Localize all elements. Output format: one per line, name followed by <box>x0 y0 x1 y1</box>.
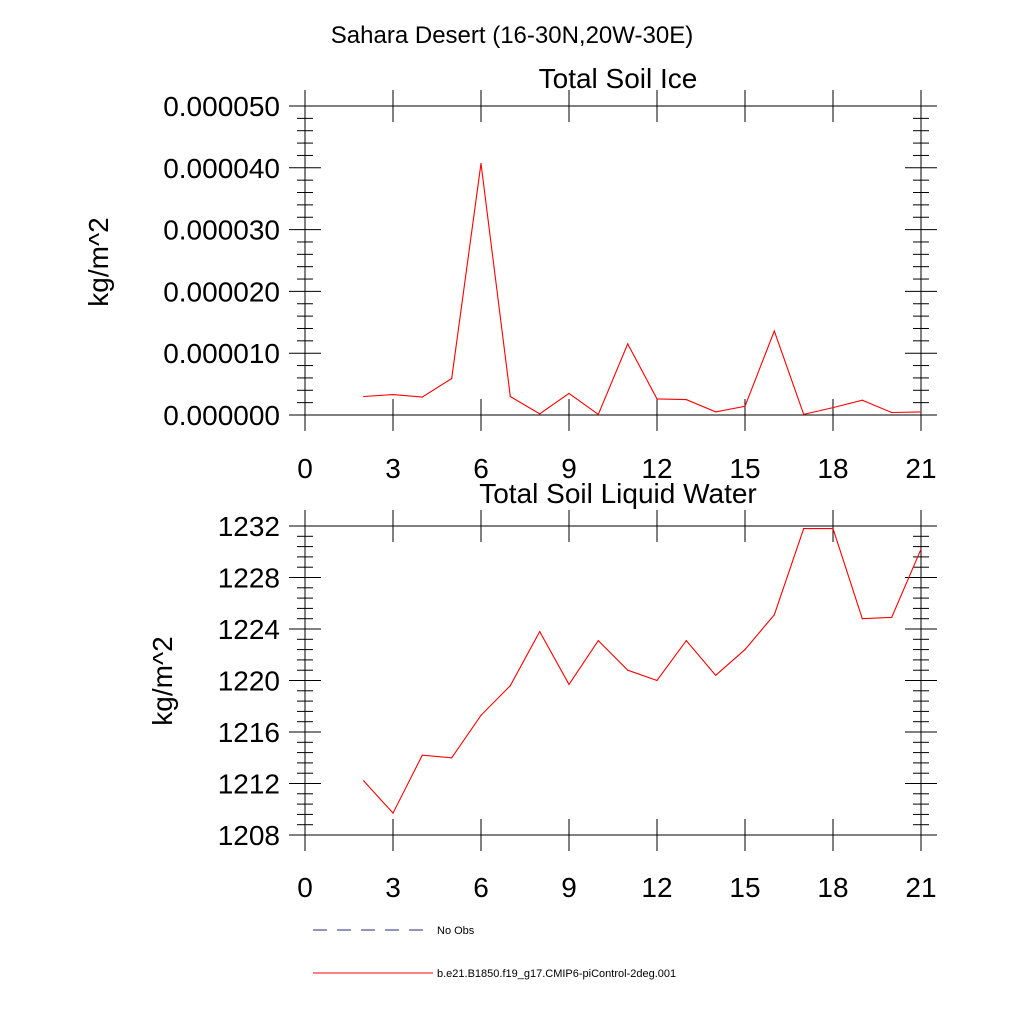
y-tick-label: 1220 <box>218 666 280 697</box>
legend-label-model: b.e21.B1850.f19_g17.CMIP6-piControl-2deg… <box>437 968 676 980</box>
data-point <box>773 614 775 616</box>
panel-soil-ice: Total Soil Ice kg/m^2 0.000000 0.000010 0.00… <box>83 63 937 484</box>
y-tick-label: 1212 <box>218 769 280 800</box>
data-point <box>568 392 570 394</box>
x-tick-label: 21 <box>905 872 936 903</box>
data-point <box>539 413 541 415</box>
y-axis-label: kg/m^2 <box>83 217 114 306</box>
x-tick-label: 18 <box>817 453 848 484</box>
data-point <box>832 528 834 530</box>
data-point <box>451 377 453 380</box>
data-point <box>392 394 394 396</box>
data-point <box>685 399 687 401</box>
y-tick-label: 0.000010 <box>163 338 280 369</box>
data-point <box>509 395 511 398</box>
data-point <box>832 407 834 409</box>
data-point <box>363 780 365 782</box>
y-tick-label: 1232 <box>218 511 280 542</box>
panel-soil-liquid-water: Total Soil Liquid Waterkg/m^212081212121… <box>147 478 937 903</box>
data-point <box>744 649 746 651</box>
y-tick-label: 0.000030 <box>163 215 280 246</box>
data-point <box>539 631 541 633</box>
data-point <box>421 396 423 398</box>
plot-frame <box>304 105 922 416</box>
data-point <box>392 812 394 814</box>
data-point <box>803 528 805 530</box>
data-point <box>480 162 482 165</box>
x-tick-label: 9 <box>561 453 577 484</box>
y-tick-label: 0.000020 <box>163 276 280 307</box>
series-line <box>363 163 922 416</box>
y-tick-label: 1224 <box>218 614 280 645</box>
y-tick-label: 1208 <box>218 820 280 851</box>
data-point <box>627 343 629 345</box>
x-tick-label: 15 <box>729 872 760 903</box>
data-point <box>480 714 482 716</box>
x-tick-label: 21 <box>905 453 936 484</box>
y-tick-label: 0.000050 <box>163 91 280 122</box>
y-tick-label: 0.000000 <box>163 400 280 431</box>
legend-label-no-obs: No Obs <box>437 925 475 937</box>
x-tick-label: 12 <box>641 872 672 903</box>
y-tick-label: 0.000040 <box>163 153 280 184</box>
data-point <box>803 413 805 415</box>
y-tick-label: 1216 <box>218 717 280 748</box>
data-point <box>363 395 365 398</box>
x-tick-label: 6 <box>473 453 489 484</box>
data-point <box>715 674 717 676</box>
x-tick-label: 3 <box>385 453 401 484</box>
panel-title: Total Soil Ice <box>539 63 698 94</box>
legend: No Obs b.e21.B1850.f19_g17.CMIP6-piContr… <box>313 925 676 980</box>
data-point <box>597 640 599 642</box>
y-tick-label: 1228 <box>218 563 280 594</box>
data-point <box>891 411 893 414</box>
x-tick-label: 0 <box>297 453 313 484</box>
x-tick-label: 9 <box>561 872 577 903</box>
data-point <box>451 757 453 759</box>
figure-title: Sahara Desert (16-30N,20W-30E) <box>331 22 693 49</box>
x-tick-label: 12 <box>641 453 672 484</box>
data-point <box>627 669 629 671</box>
data-point <box>715 411 717 413</box>
series-line <box>363 528 922 815</box>
data-point <box>685 640 687 642</box>
x-tick-label: 0 <box>297 872 313 903</box>
data-point <box>920 411 922 413</box>
x-tick-label: 3 <box>385 872 401 903</box>
data-point <box>421 754 423 756</box>
data-point <box>891 616 893 619</box>
data-point <box>773 330 775 332</box>
data-point <box>656 679 658 682</box>
x-tick-label: 15 <box>729 453 760 484</box>
data-point <box>656 398 658 400</box>
panel-title: Total Soil Liquid Water <box>479 478 757 509</box>
x-tick-label: 6 <box>473 872 489 903</box>
data-point <box>744 405 746 407</box>
y-axis-label: kg/m^2 <box>147 636 178 725</box>
data-point <box>861 399 863 401</box>
data-point <box>509 685 511 687</box>
x-tick-label: 18 <box>817 872 848 903</box>
data-point <box>861 618 863 620</box>
plot-frame <box>304 525 922 836</box>
data-point <box>920 548 922 550</box>
data-point <box>568 683 570 686</box>
data-point <box>597 413 599 415</box>
